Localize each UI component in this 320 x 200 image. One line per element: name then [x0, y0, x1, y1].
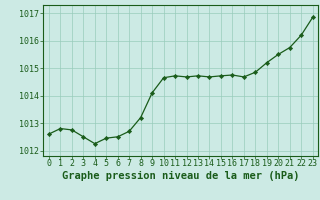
X-axis label: Graphe pression niveau de la mer (hPa): Graphe pression niveau de la mer (hPa)	[62, 171, 300, 181]
